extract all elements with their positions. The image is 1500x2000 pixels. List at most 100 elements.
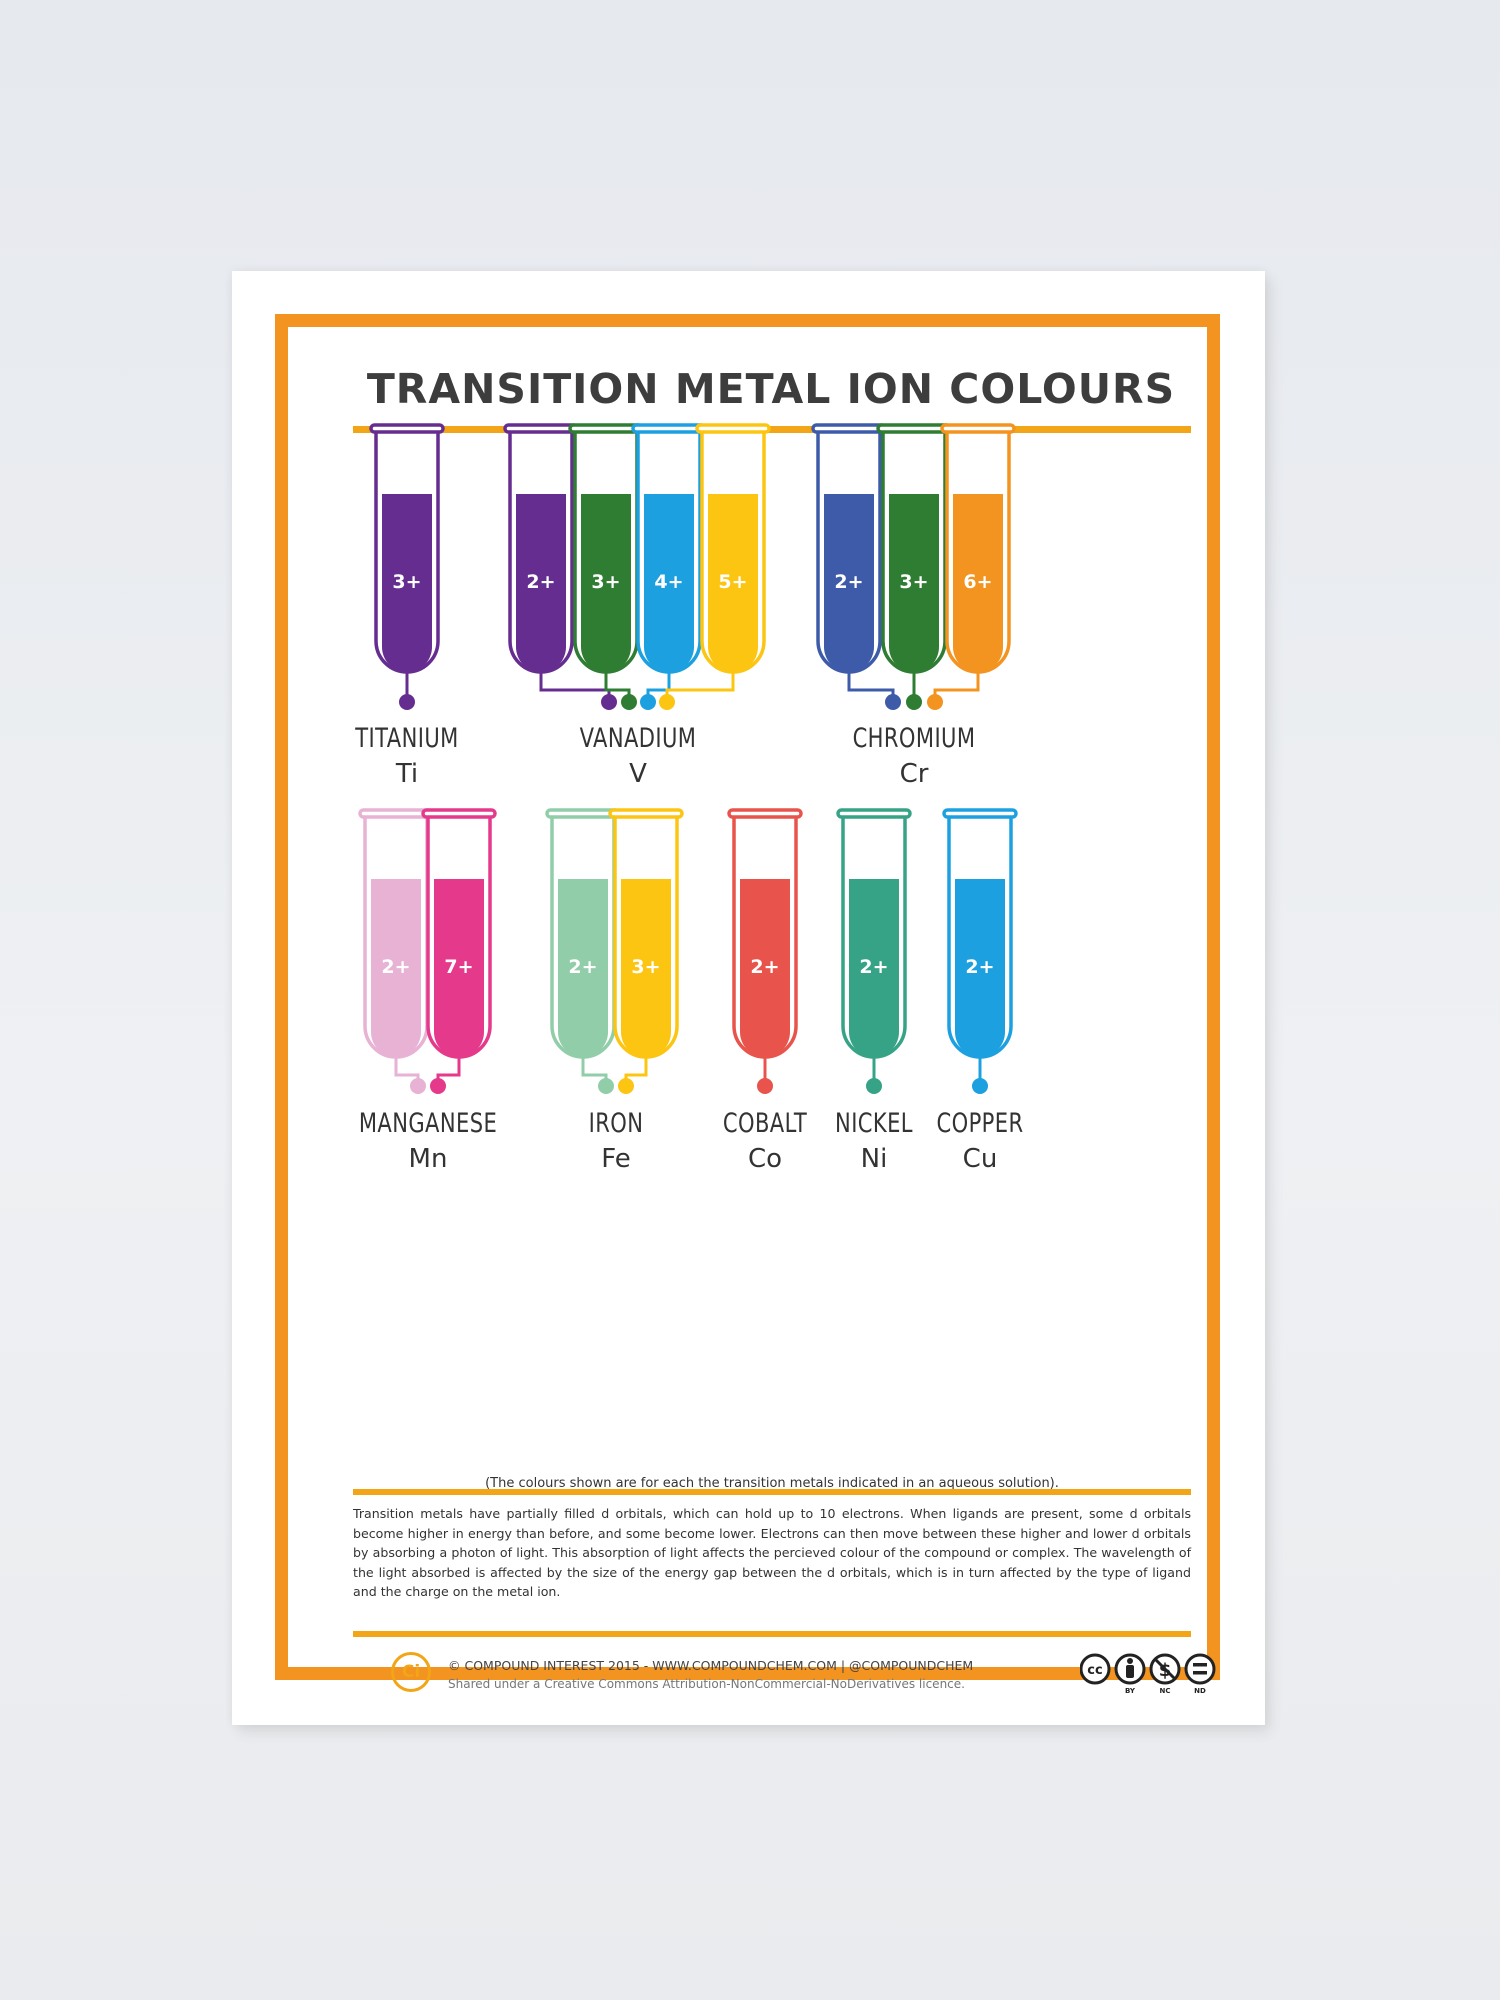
nd-label: ND [1194, 1687, 1206, 1695]
test-tube-diagram: 3+ 2+ 3+ 4+ 5+ 2+ 3+ 6+ 2+ 7+ 2+ 3+ 2+ 2+ 2+ [358, 423, 1018, 1094]
tube-liquid [953, 494, 1003, 672]
nc-label: NC [1160, 1687, 1171, 1695]
element-name: VANADIUM [579, 723, 697, 754]
tube-outline [700, 431, 766, 674]
element-symbol: Co [747, 1144, 783, 1174]
tube-liquid [581, 494, 631, 672]
test-tube: 2+ [358, 808, 434, 1094]
tube-rim [608, 808, 684, 819]
tube-rim [545, 808, 621, 819]
tube-outline [550, 816, 616, 1059]
tube-outline [426, 816, 492, 1059]
element-group-chromium: 2+ 3+ 6+ [811, 423, 1016, 710]
ion-dot [621, 694, 637, 710]
tube-outline [881, 431, 947, 674]
tube-outline [732, 816, 798, 1059]
test-tube: 2+ [942, 808, 1018, 1094]
element-group-vanadium: 2+ 3+ 4+ 5+ [503, 423, 771, 710]
test-tube: 3+ [568, 423, 644, 710]
charge-label: 2+ [965, 956, 994, 978]
tube-rim [727, 808, 803, 819]
explanation-text: Transition metals have partially filled … [353, 1506, 1191, 1599]
element-group-copper: 2+ [942, 808, 1018, 1094]
element-group-cobalt: 2+ [727, 808, 803, 1094]
element-symbol: Ti [395, 759, 419, 789]
test-tube: 2+ [545, 808, 621, 1094]
tube-outline [573, 431, 639, 674]
test-tube: 3+ [876, 423, 952, 710]
element-group-nickel: 2+ [836, 808, 912, 1094]
element-symbol: Mn [408, 1144, 448, 1174]
ion-dot [430, 1078, 446, 1094]
tube-liquid [708, 494, 758, 672]
test-tube: 4+ [631, 423, 707, 710]
ion-connector [539, 673, 611, 702]
ion-dot [927, 694, 943, 710]
charge-label: 3+ [899, 571, 928, 593]
ion-dot [598, 1078, 614, 1094]
tube-rim [695, 423, 771, 434]
attribution-icon: BY [1114, 1653, 1146, 1695]
tube-liquid [558, 879, 608, 1057]
tube-rim [631, 423, 707, 434]
test-tube: 3+ [369, 423, 445, 710]
element-group-iron: 2+ 3+ [545, 808, 684, 1094]
tube-liquid [371, 879, 421, 1057]
tube-outline [816, 431, 882, 674]
tube-rim [568, 423, 644, 434]
license-line: Shared under a Creative Commons Attribut… [448, 1677, 965, 1691]
tube-outline [363, 816, 429, 1059]
ion-dot [410, 1078, 426, 1094]
tube-outline [636, 431, 702, 674]
element-name: COPPER [936, 1108, 1024, 1139]
test-tube: 3+ [608, 808, 684, 1094]
element-name: NICKEL [835, 1108, 913, 1139]
tube-outline [841, 816, 907, 1059]
test-tube: 2+ [811, 423, 901, 710]
charge-label: 2+ [568, 956, 597, 978]
element-name: COBALT [722, 1108, 808, 1139]
svg-text:cc: cc [1087, 1663, 1102, 1678]
tube-rim [876, 423, 952, 434]
ion-dot [866, 1078, 882, 1094]
ion-dot [906, 694, 922, 710]
aqueous-note: (The colours shown are for each the tran… [485, 1476, 1059, 1491]
element-symbol: Fe [601, 1144, 631, 1174]
tube-rim [836, 808, 912, 819]
noncommercial-icon: $ NC [1149, 1653, 1181, 1695]
element-symbol: V [629, 759, 647, 789]
tube-outline [947, 816, 1013, 1059]
element-symbol: Ni [860, 1144, 888, 1174]
creative-commons-badge: cc BY $ NC ND [1080, 1653, 1216, 1695]
element-name: CHROMIUM [852, 723, 976, 754]
ion-connector [665, 673, 735, 702]
tube-rim [942, 808, 1018, 819]
charge-label: 7+ [444, 956, 473, 978]
by-label: BY [1125, 1687, 1136, 1695]
charge-label: 3+ [392, 571, 421, 593]
element-name: TITANIUM [355, 723, 459, 754]
tube-rim [358, 808, 434, 819]
charge-label: 5+ [718, 571, 747, 593]
charge-label: 3+ [631, 956, 660, 978]
ion-dot [659, 694, 675, 710]
tube-rim [940, 423, 1016, 434]
charge-label: 2+ [859, 956, 888, 978]
tube-liquid [516, 494, 566, 672]
tube-liquid [849, 879, 899, 1057]
charge-label: 6+ [963, 571, 992, 593]
tube-liquid [434, 879, 484, 1057]
tube-outline [613, 816, 679, 1059]
test-tube: 5+ [659, 423, 771, 710]
poster-title: TRANSITION METAL ION COLOURS [366, 365, 1176, 413]
title-underline [353, 426, 1191, 433]
tube-outline [508, 431, 574, 674]
tube-liquid [382, 494, 432, 672]
tube-rim [503, 423, 579, 434]
charge-label: 2+ [834, 571, 863, 593]
tube-liquid [889, 494, 939, 672]
charge-label: 2+ [526, 571, 555, 593]
element-name: IRON [588, 1108, 644, 1139]
charge-label: 2+ [750, 956, 779, 978]
element-group-manganese: 2+ 7+ [358, 808, 497, 1094]
